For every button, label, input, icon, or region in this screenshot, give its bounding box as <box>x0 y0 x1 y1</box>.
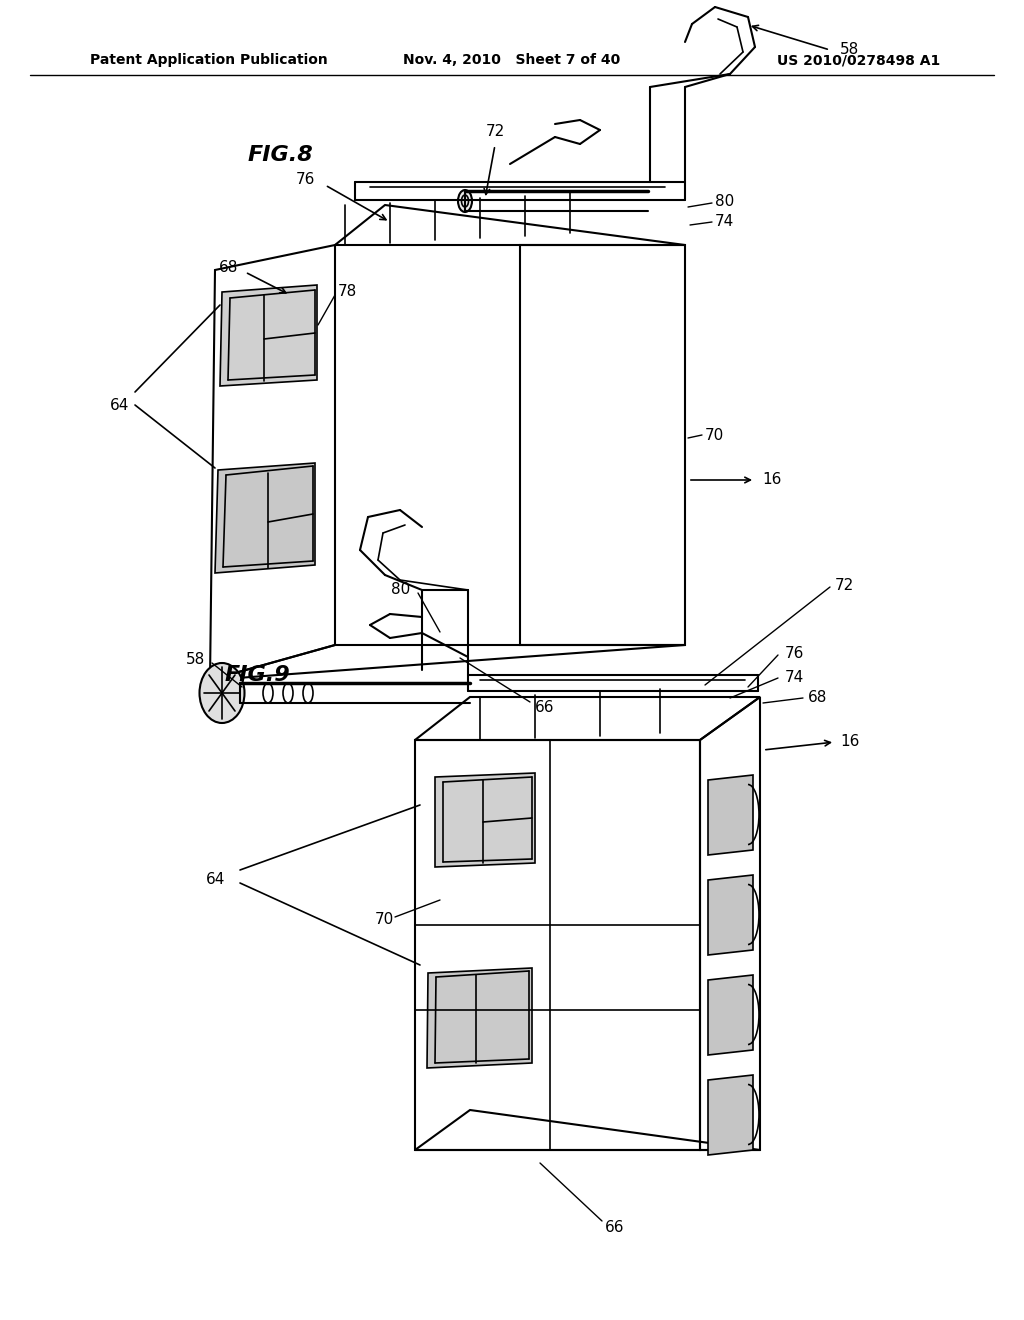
Text: 16: 16 <box>840 734 859 750</box>
Polygon shape <box>220 285 317 385</box>
Text: 80: 80 <box>391 582 410 598</box>
Text: 68: 68 <box>808 689 827 705</box>
Text: 76: 76 <box>785 645 805 660</box>
Polygon shape <box>215 463 315 573</box>
Text: 72: 72 <box>485 124 505 140</box>
Polygon shape <box>708 775 753 855</box>
Text: 58: 58 <box>840 42 859 58</box>
Text: 76: 76 <box>296 173 315 187</box>
Text: Patent Application Publication: Patent Application Publication <box>90 53 328 67</box>
Text: 64: 64 <box>206 873 225 887</box>
Text: 70: 70 <box>375 912 394 928</box>
Text: 68: 68 <box>219 260 238 275</box>
Text: 78: 78 <box>338 285 357 300</box>
Text: 70: 70 <box>705 428 724 442</box>
Text: US 2010/0278498 A1: US 2010/0278498 A1 <box>777 53 940 67</box>
Text: 80: 80 <box>715 194 734 210</box>
Polygon shape <box>427 968 532 1068</box>
Text: 66: 66 <box>605 1220 625 1234</box>
Ellipse shape <box>458 190 472 213</box>
Text: FIG.8: FIG.8 <box>248 145 313 165</box>
Text: 66: 66 <box>535 701 555 715</box>
Polygon shape <box>435 774 535 867</box>
Polygon shape <box>708 1074 753 1155</box>
Text: 64: 64 <box>110 397 129 412</box>
Text: FIG.9: FIG.9 <box>225 665 291 685</box>
Text: 74: 74 <box>715 214 734 230</box>
Polygon shape <box>708 875 753 954</box>
Text: 74: 74 <box>785 669 804 685</box>
Ellipse shape <box>200 663 245 723</box>
Text: 72: 72 <box>835 578 854 593</box>
Text: Nov. 4, 2010   Sheet 7 of 40: Nov. 4, 2010 Sheet 7 of 40 <box>403 53 621 67</box>
Polygon shape <box>708 975 753 1055</box>
Text: 58: 58 <box>185 652 205 668</box>
Text: 16: 16 <box>762 473 781 487</box>
